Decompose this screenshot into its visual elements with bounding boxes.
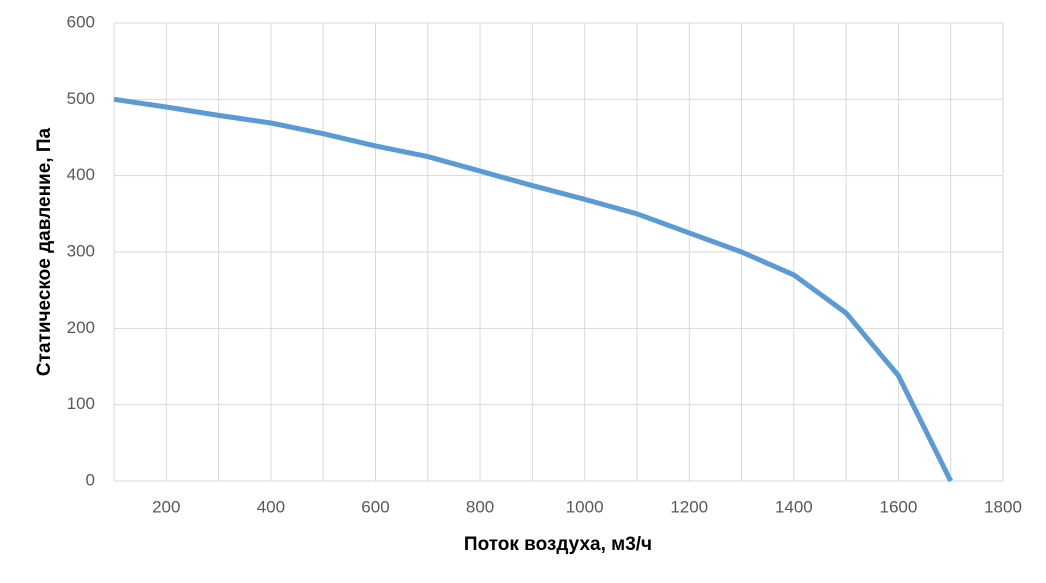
y-tick-label: 100 <box>67 394 95 413</box>
y-tick-label: 0 <box>86 470 95 489</box>
line-series <box>113 96 953 483</box>
grid <box>113 22 1004 482</box>
x-tick-label: 200 <box>152 497 180 516</box>
y-tick-label: 400 <box>67 165 95 184</box>
x-tick-label: 1800 <box>984 497 1022 516</box>
x-tick-label: 400 <box>257 497 285 516</box>
y-tick-label: 300 <box>67 241 95 260</box>
x-tick-label: 600 <box>361 497 389 516</box>
x-tick-label: 1200 <box>670 497 708 516</box>
x-tick-label: 1400 <box>775 497 813 516</box>
y-tick-label: 600 <box>67 12 95 31</box>
y-axis-title: Статическое давление, Па <box>34 127 55 376</box>
x-tick-label: 1000 <box>566 497 604 516</box>
y-tick-label: 200 <box>67 318 95 337</box>
y-tick-label: 500 <box>67 89 95 108</box>
x-tick-label: 800 <box>466 497 494 516</box>
x-tick-label: 1600 <box>879 497 917 516</box>
x-axis-title: Поток воздуха, м3/ч <box>464 534 652 555</box>
